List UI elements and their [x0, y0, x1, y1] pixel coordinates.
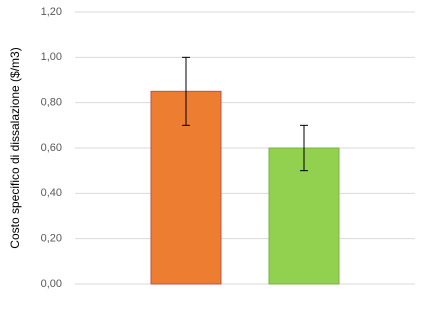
error-bar — [300, 124, 308, 172]
y-tick-label: 0,60 — [41, 142, 62, 154]
y-tick-label: 1,00 — [41, 51, 62, 63]
y-tick-label: 0,40 — [41, 187, 62, 199]
y-tick-label: 0,80 — [41, 97, 62, 109]
y-tick-label: 1,20 — [41, 6, 62, 18]
y-tick-label: 0,00 — [41, 278, 62, 290]
y-tick-label: 0,20 — [41, 233, 62, 245]
y-axis-label: Costo specifico di dissalazione ($/m3) — [8, 47, 22, 248]
error-bar — [182, 56, 190, 126]
